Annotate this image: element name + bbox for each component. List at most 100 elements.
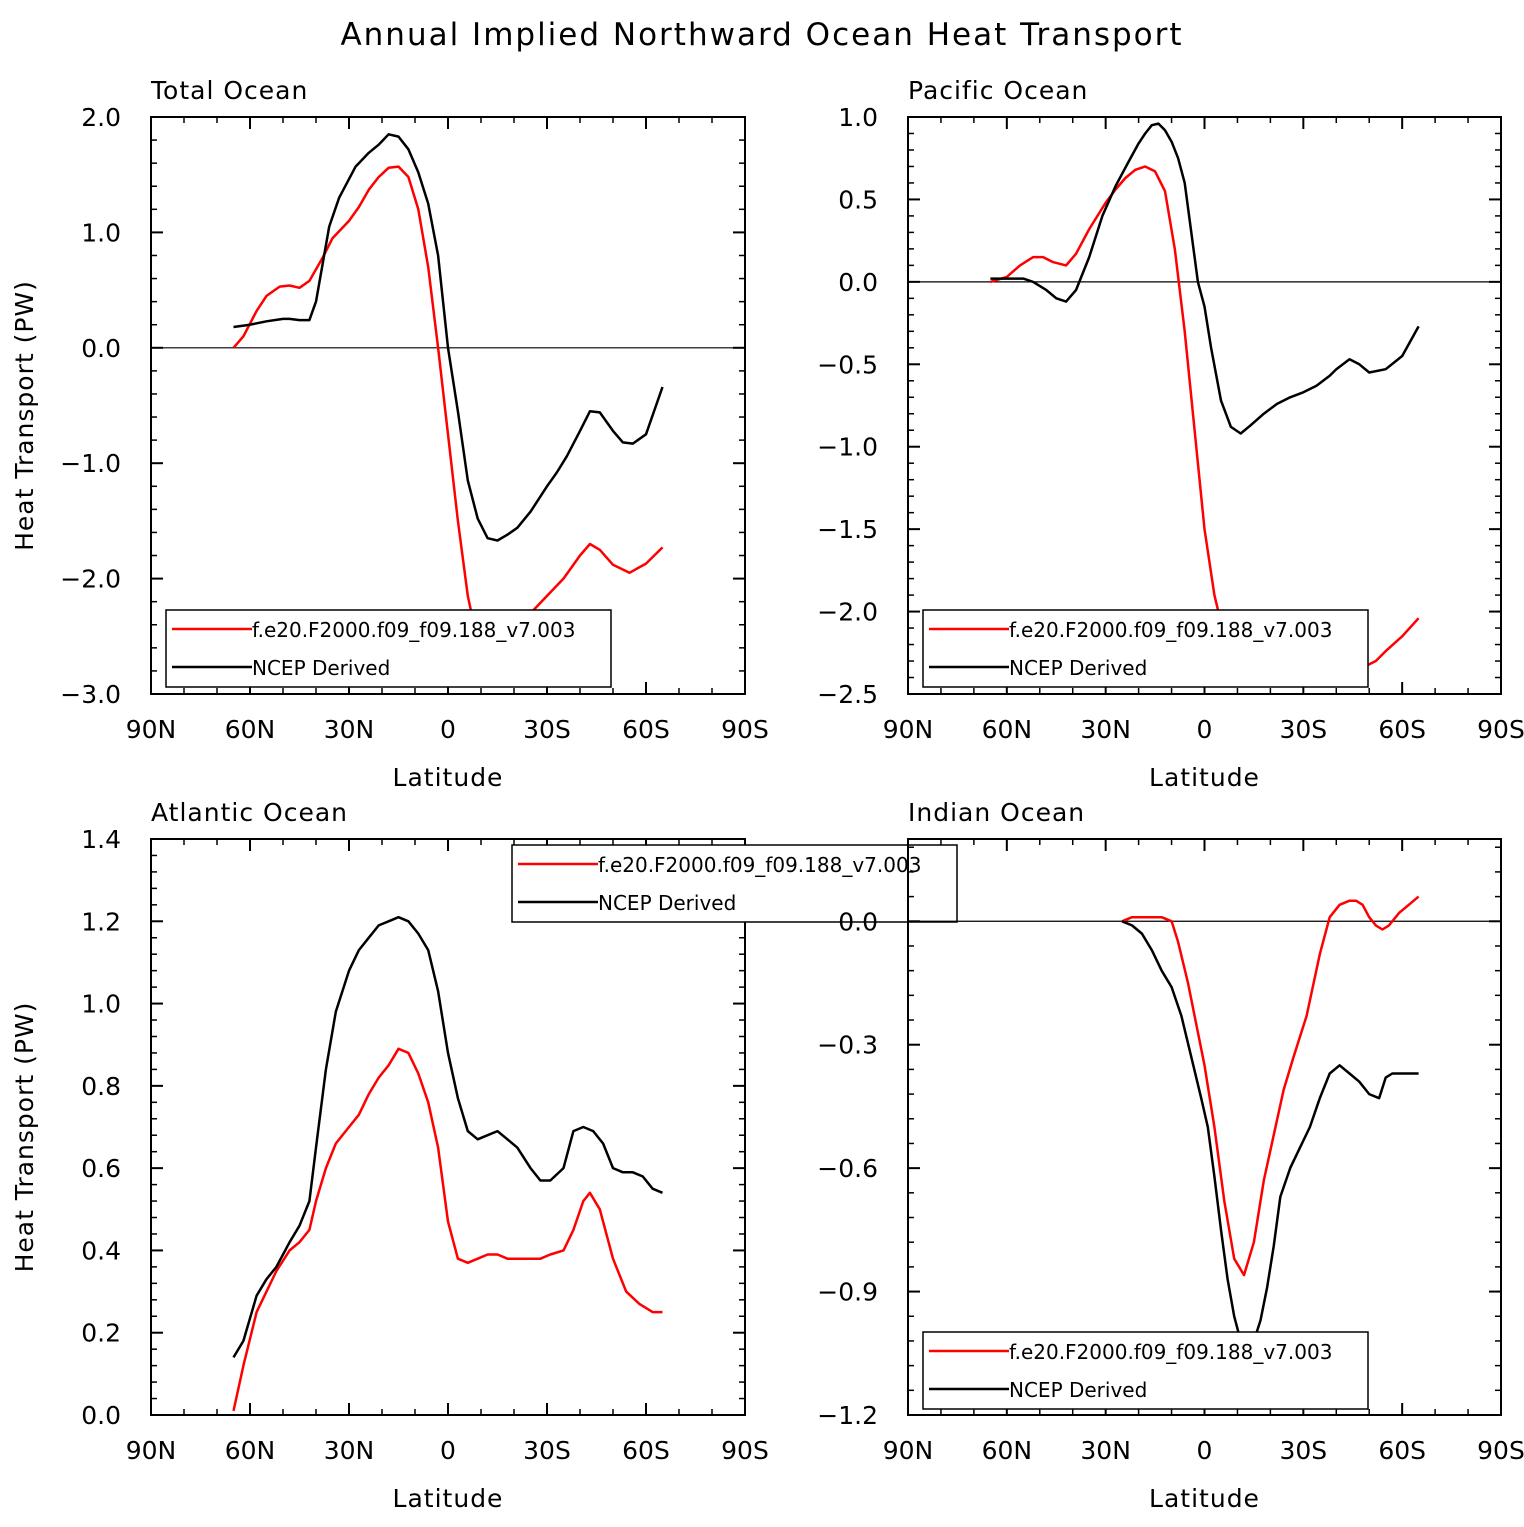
x-tick-label: 0 <box>1197 715 1213 744</box>
x-tick-label: 60S <box>622 1436 670 1465</box>
legend-label: f.e20.F2000.f09_f09.188_v7.003 <box>598 853 921 877</box>
y-tick-label: −0.6 <box>817 1154 878 1183</box>
y-tick-label: 0.8 <box>81 1072 121 1101</box>
series-line-f-e20-f2000-f09-f09-188-v7-003 <box>232 1047 663 1412</box>
legend-box <box>511 844 958 923</box>
x-tick-label: 0 <box>1197 1436 1213 1465</box>
x-tick-label: 60S <box>1378 1436 1426 1465</box>
panels-group: Total Ocean 90N 60N 30N 0 30S 60S 90S −3.0 −2.0 −1… <box>10 76 1524 1513</box>
total-ocean-plot-frame <box>150 116 746 695</box>
figure-title: Annual Implied Northward Ocean Heat Tran… <box>340 17 1183 53</box>
y-tick-label: −3.0 <box>60 680 121 709</box>
x-axis-label: Latitude <box>393 763 504 792</box>
x-tick-label: 60N <box>225 1436 276 1465</box>
legend-label: NCEP Derived <box>1009 1378 1147 1402</box>
y-tick-label: −1.2 <box>817 1401 878 1430</box>
x-tick-label: 90S <box>721 715 769 744</box>
series-line-ncep-derived <box>233 133 664 542</box>
x-tick-label: 60N <box>982 715 1033 744</box>
y-tick-label: 0.5 <box>838 185 878 214</box>
legend-label: f.e20.F2000.f09_f09.188_v7.003 <box>1009 1340 1332 1364</box>
total-ocean-panel: Total Ocean 90N 60N 30N 0 30S 60S 90S −3.0 −2.0 −1… <box>10 76 769 792</box>
y-tick-label: −2.0 <box>60 565 121 594</box>
y-tick-label: −2.5 <box>817 680 878 709</box>
x-tick-label: 30S <box>523 715 571 744</box>
series-line-ncep-derived <box>990 122 1420 435</box>
x-tick-label: 90S <box>721 1436 769 1465</box>
x-tick-label: 60S <box>622 715 670 744</box>
atlantic-ocean-plot-frame <box>150 838 746 1416</box>
pacific-ocean-panel: Pacific Ocean 90N 60N 30N 0 30S 60S 90S −2.5 −2.0… <box>817 76 1524 792</box>
y-tick-label: 2.0 <box>81 103 121 132</box>
x-tick-label: 30S <box>523 1436 571 1465</box>
x-tick-label: 90S <box>1477 1436 1524 1465</box>
x-tick-label: 30N <box>324 715 375 744</box>
y-tick-label: 0.4 <box>81 1236 121 1265</box>
pacific-ocean-legend: f.e20.F2000.f09_f09.188_v7.003 NCEP Deriv… <box>922 609 1369 688</box>
pacific-ocean-title: Pacific Ocean <box>908 76 1088 105</box>
series-line-ncep-derived <box>232 915 663 1359</box>
y-tick-label: 0.0 <box>81 334 121 363</box>
atlantic-ocean-legend: f.e20.F2000.f09_f09.188_v7.003 NCEP Deriv… <box>511 844 958 923</box>
x-axis-label: Latitude <box>1149 763 1260 792</box>
y-tick-label: 0.0 <box>81 1401 121 1430</box>
x-tick-label: 30N <box>324 1436 375 1465</box>
y-tick-label: −0.3 <box>817 1031 878 1060</box>
y-axis-label: Heat Transport (PW) <box>10 280 39 551</box>
x-tick-label: 90S <box>1477 715 1524 744</box>
indian-ocean-title: Indian Ocean <box>908 798 1085 827</box>
y-tick-label: −1.0 <box>817 433 878 462</box>
y-tick-label: −1.0 <box>60 449 121 478</box>
y-tick-label: 1.0 <box>838 103 878 132</box>
x-axis-label: Latitude <box>393 1484 504 1513</box>
x-axis-label: Latitude <box>1149 1484 1260 1513</box>
legend-label: f.e20.F2000.f09_f09.188_v7.003 <box>252 618 575 642</box>
legend-label: NCEP Derived <box>598 891 736 915</box>
x-tick-label: 30S <box>1279 1436 1327 1465</box>
x-tick-label: 30N <box>1080 715 1131 744</box>
x-tick-label: 60N <box>225 715 276 744</box>
indian-ocean-panel: Indian Ocean 90N 60N 30N 0 30S 60S 90S −1.2 −0.9 −… <box>817 798 1524 1513</box>
y-tick-label: 1.0 <box>81 218 121 247</box>
x-tick-label: 0 <box>440 1436 456 1465</box>
y-tick-label: 1.2 <box>81 907 121 936</box>
total-ocean-title: Total Ocean <box>150 76 308 105</box>
x-tick-label: 90N <box>883 715 934 744</box>
y-tick-label: 1.4 <box>81 825 121 854</box>
pacific-ocean-plot-frame <box>907 116 1502 695</box>
x-tick-label: 90N <box>126 1436 177 1465</box>
y-tick-label: −2.0 <box>817 598 878 627</box>
y-tick-label: 0.0 <box>838 907 878 936</box>
y-tick-label: 0.6 <box>81 1154 121 1183</box>
x-tick-label: 0 <box>440 715 456 744</box>
x-tick-label: 60N <box>982 1436 1033 1465</box>
y-tick-label: −0.5 <box>817 350 878 379</box>
x-tick-label: 90N <box>883 1436 934 1465</box>
total-ocean-legend: f.e20.F2000.f09_f09.188_v7.003 NCEP Deriv… <box>165 609 612 688</box>
atlantic-ocean-panel: Atlantic Ocean 90N 60N 30N 0 30S 60S 90S 0.0 0.2 0… <box>10 798 958 1513</box>
y-tick-label: −0.9 <box>817 1278 878 1307</box>
y-tick-label: −1.5 <box>817 515 878 544</box>
series-line-f-e20-f2000-f09-f09-188-v7-003 <box>990 165 1420 668</box>
legend-box <box>922 1331 1369 1410</box>
indian-ocean-plot-frame <box>907 838 1502 1416</box>
legend-box <box>165 609 612 688</box>
y-axis-label: Heat Transport (PW) <box>10 1002 39 1273</box>
series-line-ncep-derived <box>1121 920 1419 1355</box>
legend-label: f.e20.F2000.f09_f09.188_v7.003 <box>1009 618 1332 642</box>
legend-label: NCEP Derived <box>252 656 390 680</box>
x-tick-label: 90N <box>126 715 177 744</box>
indian-ocean-legend: f.e20.F2000.f09_f09.188_v7.003 NCEP Deriv… <box>922 1331 1369 1410</box>
y-tick-label: 0.2 <box>81 1319 121 1348</box>
series-line-f-e20-f2000-f09-f09-188-v7-003 <box>1121 895 1420 1277</box>
legend-label: NCEP Derived <box>1009 656 1147 680</box>
x-tick-label: 60S <box>1378 715 1426 744</box>
legend-box <box>922 609 1369 688</box>
atlantic-ocean-title: Atlantic Ocean <box>151 798 348 827</box>
series-line-f-e20-f2000-f09-f09-188-v7-003 <box>232 165 664 663</box>
x-tick-label: 30S <box>1279 715 1327 744</box>
y-tick-label: 0.0 <box>838 268 878 297</box>
x-tick-label: 30N <box>1080 1436 1131 1465</box>
y-tick-label: 1.0 <box>81 990 121 1019</box>
